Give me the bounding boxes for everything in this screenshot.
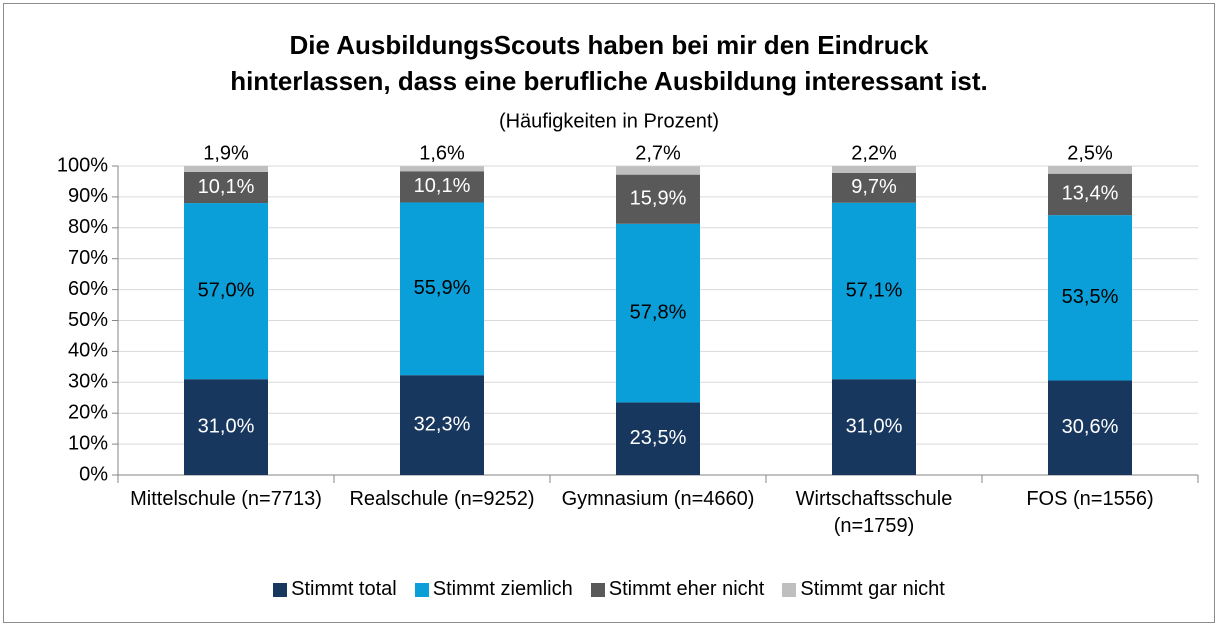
legend-label: Stimmt eher nicht — [608, 578, 765, 600]
x-tick-label: Realschule (n=9252) — [349, 488, 535, 510]
bar-segment — [616, 402, 700, 475]
y-tick-label: 80% — [68, 216, 108, 238]
bar-segment — [832, 379, 916, 475]
chart-subtitle: (Häufigkeiten in Prozent) — [499, 110, 719, 132]
value-label: 31,0% — [198, 415, 255, 437]
legend-item: Stimmt eher nicht — [590, 578, 765, 601]
x-tick-label: FOS (n=1556) — [1026, 488, 1154, 510]
chart-title: Die AusbildungsScouts haben bei mir den … — [289, 30, 929, 60]
y-tick-label: 60% — [68, 278, 108, 300]
value-label: 32,3% — [414, 413, 471, 435]
bar-segment — [832, 166, 916, 173]
value-label: 2,7% — [635, 143, 681, 165]
value-label: 15,9% — [630, 187, 687, 209]
y-tick-label: 70% — [68, 247, 108, 269]
bar-segment — [616, 223, 700, 403]
value-label: 31,0% — [846, 415, 903, 437]
value-label: 1,9% — [203, 142, 249, 164]
value-label: 30,6% — [1062, 416, 1119, 438]
bar-segment — [616, 166, 700, 175]
y-tick-label: 50% — [68, 309, 108, 331]
legend-label: Stimmt gar nicht — [800, 578, 945, 600]
x-tick-label: Wirtschaftsschule (n=1759) — [795, 488, 953, 537]
bar-segment — [400, 166, 484, 172]
value-label: 9,7% — [851, 176, 897, 198]
bar-segment — [184, 379, 268, 475]
y-tick-label: 20% — [68, 401, 108, 423]
bar-segment — [184, 171, 268, 204]
value-label: 1,6% — [419, 143, 465, 165]
y-tick-label: 100% — [57, 154, 108, 176]
legend-item: Stimmt ziemlich — [414, 578, 573, 601]
bar-segment — [184, 203, 268, 380]
chart-title: hinterlassen, dass eine berufliche Ausbi… — [230, 66, 988, 96]
value-label: 55,9% — [414, 277, 471, 299]
legend-label: Stimmt ziemlich — [432, 578, 573, 600]
value-label: 57,0% — [198, 279, 255, 301]
value-label: 53,5% — [1062, 286, 1119, 308]
bar-segment — [832, 202, 916, 380]
bar-segment — [1048, 380, 1132, 475]
value-label: 13,4% — [1062, 183, 1119, 205]
value-label: 10,1% — [414, 175, 471, 197]
legend-item: Stimmt total — [273, 578, 397, 601]
x-tick-label: Mittelschule (n=7713) — [130, 488, 322, 510]
value-label: 23,5% — [630, 427, 687, 449]
value-label: 2,2% — [851, 142, 897, 164]
y-tick-label: 30% — [68, 371, 108, 393]
bar-segment — [184, 166, 268, 172]
y-tick-label: 10% — [68, 432, 108, 454]
y-tick-label: 40% — [68, 340, 108, 362]
bar-segment — [400, 202, 484, 376]
bar-segment — [616, 174, 700, 224]
legend: Stimmt total Stimmt ziemlich Stimmt eher n… — [0, 578, 1218, 601]
legend-swatch — [273, 582, 288, 597]
value-label: 2,5% — [1067, 142, 1113, 164]
bar-segment — [1048, 215, 1132, 381]
y-tick-label: 0% — [79, 463, 108, 485]
y-tick-label: 90% — [68, 185, 108, 207]
legend-swatch — [590, 582, 605, 597]
bar-segment — [400, 375, 484, 475]
frame — [3, 3, 1215, 623]
bar-segment — [832, 172, 916, 203]
bar-segment — [400, 171, 484, 203]
value-label: 57,8% — [630, 301, 687, 323]
bar-segment — [1048, 173, 1132, 216]
value-label: 57,1% — [846, 279, 903, 301]
legend-item: Stimmt gar nicht — [782, 578, 945, 601]
legend-label: Stimmt total — [291, 578, 397, 600]
legend-swatch — [414, 582, 429, 597]
value-label: 10,1% — [198, 176, 255, 198]
x-tick-label: Gymnasium (n=4660) — [561, 488, 755, 510]
legend-swatch — [782, 582, 797, 597]
bar-segment — [1048, 166, 1132, 174]
